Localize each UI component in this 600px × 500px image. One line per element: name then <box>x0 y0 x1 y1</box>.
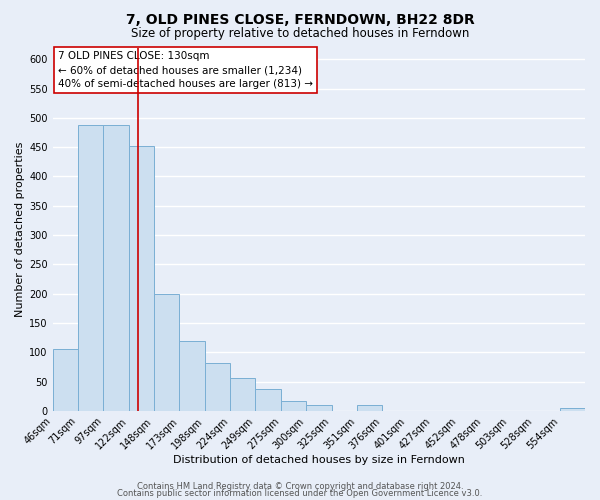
Bar <box>129 146 154 411</box>
Bar <box>560 408 585 411</box>
Text: Contains public sector information licensed under the Open Government Licence v3: Contains public sector information licen… <box>118 490 482 498</box>
Y-axis label: Number of detached properties: Number of detached properties <box>15 142 25 317</box>
Bar <box>78 125 103 411</box>
Bar <box>306 405 332 411</box>
Bar <box>256 390 281 411</box>
Bar <box>281 401 306 411</box>
Bar <box>205 363 230 411</box>
Bar <box>230 378 256 411</box>
Bar <box>179 340 205 411</box>
X-axis label: Distribution of detached houses by size in Ferndown: Distribution of detached houses by size … <box>173 455 465 465</box>
Text: Size of property relative to detached houses in Ferndown: Size of property relative to detached ho… <box>131 28 469 40</box>
Bar <box>154 294 179 411</box>
Text: 7 OLD PINES CLOSE: 130sqm
← 60% of detached houses are smaller (1,234)
40% of se: 7 OLD PINES CLOSE: 130sqm ← 60% of detac… <box>58 51 313 89</box>
Bar <box>103 125 129 411</box>
Bar <box>53 350 78 411</box>
Bar <box>357 405 382 411</box>
Text: 7, OLD PINES CLOSE, FERNDOWN, BH22 8DR: 7, OLD PINES CLOSE, FERNDOWN, BH22 8DR <box>125 12 475 26</box>
Text: Contains HM Land Registry data © Crown copyright and database right 2024.: Contains HM Land Registry data © Crown c… <box>137 482 463 491</box>
